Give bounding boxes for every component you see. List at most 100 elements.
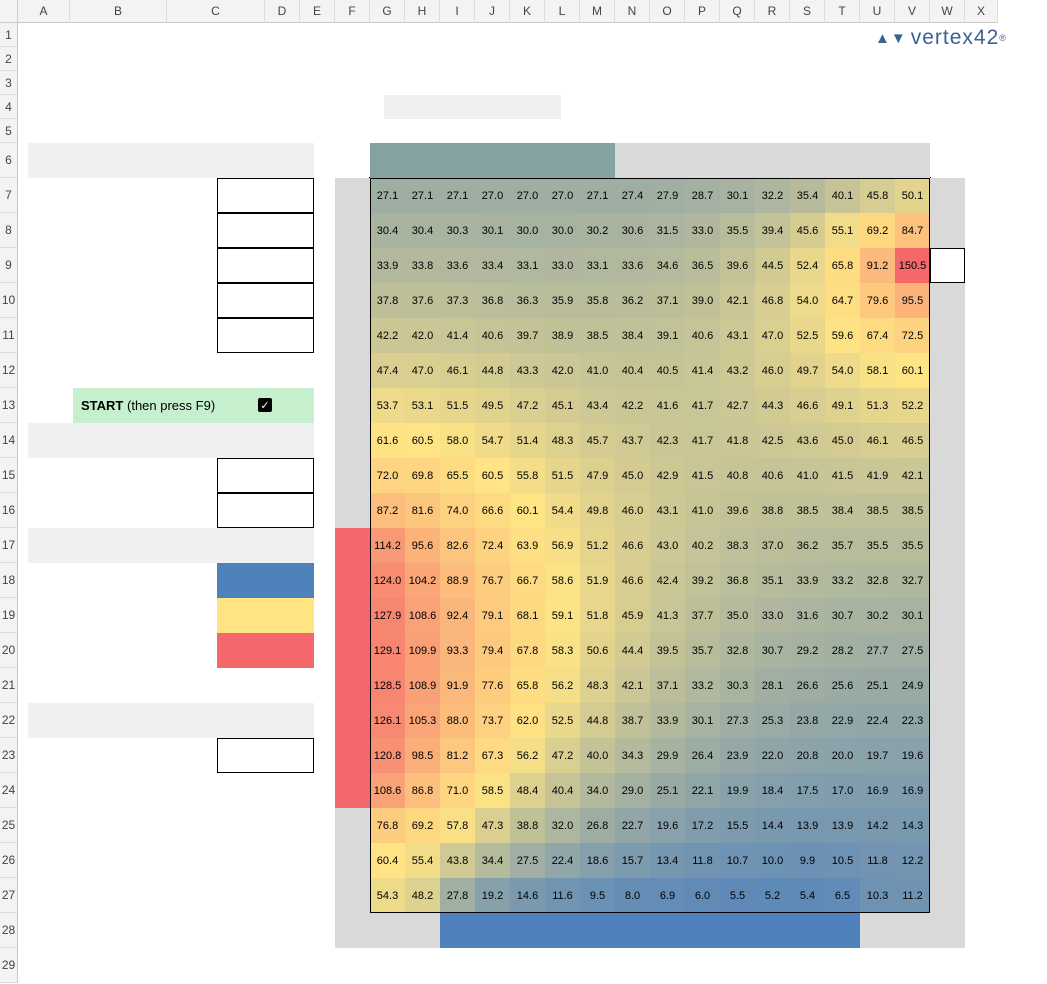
temperature-cell[interactable]: 44.4	[615, 633, 650, 668]
temperature-cell[interactable]: 33.0	[755, 598, 790, 633]
temperature-cell[interactable]: 49.5	[475, 388, 510, 423]
temperature-cell[interactable]: 27.0	[545, 178, 580, 213]
temperature-cell[interactable]: 33.1	[580, 248, 615, 283]
temperature-cell[interactable]: 31.5	[650, 213, 685, 248]
temperature-cell[interactable]: 66.6	[475, 493, 510, 528]
row-header[interactable]: 9	[0, 248, 18, 283]
temperature-cell[interactable]: 35.7	[825, 528, 860, 563]
temperature-cell[interactable]: 22.9	[825, 703, 860, 738]
temperature-cell[interactable]: 60.1	[895, 353, 930, 388]
temperature-cell[interactable]: 13.9	[790, 808, 825, 843]
temperature-cell[interactable]: 6.0	[685, 878, 720, 913]
boundary-input[interactable]	[217, 283, 314, 318]
temperature-cell[interactable]: 20.8	[790, 738, 825, 773]
temperature-cell[interactable]: 49.8	[580, 493, 615, 528]
column-header[interactable]: N	[615, 0, 650, 23]
temperature-cell[interactable]: 6.5	[825, 878, 860, 913]
temperature-cell[interactable]: 95.5	[895, 283, 930, 318]
row-header[interactable]: 2	[0, 47, 18, 71]
right-boundary-cell[interactable]	[930, 633, 965, 668]
temperature-cell[interactable]: 108.6	[370, 773, 405, 808]
temperature-cell[interactable]: 59.1	[545, 598, 580, 633]
temperature-cell[interactable]: 43.6	[790, 423, 825, 458]
temperature-cell[interactable]: 35.8	[580, 283, 615, 318]
column-header[interactable]: C	[167, 0, 265, 23]
temperature-cell[interactable]: 52.4	[790, 248, 825, 283]
temperature-cell[interactable]: 56.2	[545, 668, 580, 703]
temperature-cell[interactable]: 55.8	[510, 458, 545, 493]
temperature-cell[interactable]: 46.6	[790, 388, 825, 423]
temperature-cell[interactable]: 54.7	[475, 423, 510, 458]
temperature-cell[interactable]: 39.1	[650, 318, 685, 353]
temperature-cell[interactable]: 52.5	[790, 318, 825, 353]
row-header[interactable]: 19	[0, 598, 18, 633]
bottom-boundary-cell[interactable]	[825, 913, 860, 948]
row-header[interactable]: 14	[0, 423, 18, 458]
temperature-cell[interactable]: 41.7	[685, 388, 720, 423]
temperature-cell[interactable]: 71.0	[440, 773, 475, 808]
temperature-cell[interactable]: 91.9	[440, 668, 475, 703]
temperature-cell[interactable]: 39.6	[720, 248, 755, 283]
temperature-cell[interactable]: 128.5	[370, 668, 405, 703]
temperature-cell[interactable]: 23.8	[790, 703, 825, 738]
temperature-cell[interactable]: 11.6	[545, 878, 580, 913]
temperature-cell[interactable]: 26.4	[685, 738, 720, 773]
temperature-cell[interactable]: 37.3	[440, 283, 475, 318]
temperature-cell[interactable]: 109.9	[405, 633, 440, 668]
temperature-cell[interactable]: 19.6	[650, 808, 685, 843]
bottom-boundary-cell[interactable]	[475, 913, 510, 948]
temperature-cell[interactable]: 54.4	[545, 493, 580, 528]
temperature-cell[interactable]: 40.4	[545, 773, 580, 808]
temperature-cell[interactable]: 61.6	[370, 423, 405, 458]
temperature-cell[interactable]: 55.1	[825, 213, 860, 248]
bottom-boundary-cell[interactable]	[580, 913, 615, 948]
row-header[interactable]: 1	[0, 23, 18, 47]
temperature-cell[interactable]: 46.0	[615, 493, 650, 528]
row-header[interactable]: 18	[0, 563, 18, 598]
temperature-cell[interactable]: 41.3	[650, 598, 685, 633]
right-boundary-cell[interactable]	[930, 388, 965, 423]
temperature-cell[interactable]: 51.5	[440, 388, 475, 423]
left-boundary-cell[interactable]	[335, 213, 370, 248]
temperature-cell[interactable]: 60.4	[370, 843, 405, 878]
temperature-cell[interactable]: 35.7	[685, 633, 720, 668]
temperature-cell[interactable]: 66.7	[510, 563, 545, 598]
temperature-cell[interactable]: 27.1	[440, 178, 475, 213]
temperature-cell[interactable]: 46.1	[440, 353, 475, 388]
column-header[interactable]: B	[70, 0, 167, 23]
top-boundary-cell[interactable]	[440, 143, 475, 178]
bottom-boundary-cell[interactable]	[790, 913, 825, 948]
temperature-cell[interactable]: 46.8	[755, 283, 790, 318]
temperature-cell[interactable]: 45.9	[615, 598, 650, 633]
temperature-cell[interactable]: 27.9	[650, 178, 685, 213]
temperature-cell[interactable]: 38.8	[510, 808, 545, 843]
temperature-cell[interactable]: 56.9	[545, 528, 580, 563]
temperature-cell[interactable]: 105.3	[405, 703, 440, 738]
temperature-cell[interactable]: 54.0	[825, 353, 860, 388]
temperature-cell[interactable]: 42.1	[895, 458, 930, 493]
temperature-cell[interactable]: 28.7	[685, 178, 720, 213]
temperature-cell[interactable]: 22.4	[860, 703, 895, 738]
temperature-cell[interactable]: 38.5	[790, 493, 825, 528]
temperature-cell[interactable]: 37.1	[650, 283, 685, 318]
row-header[interactable]: 10	[0, 283, 18, 318]
temperature-cell[interactable]: 46.5	[895, 423, 930, 458]
temperature-cell[interactable]: 77.6	[475, 668, 510, 703]
temperature-cell[interactable]: 67.3	[475, 738, 510, 773]
row-header[interactable]: 29	[0, 948, 18, 983]
temperature-cell[interactable]: 48.3	[580, 668, 615, 703]
row-header[interactable]: 22	[0, 703, 18, 738]
temperature-cell[interactable]: 69.2	[405, 808, 440, 843]
row-header[interactable]: 20	[0, 633, 18, 668]
temperature-cell[interactable]: 98.5	[405, 738, 440, 773]
temperature-cell[interactable]: 23.9	[720, 738, 755, 773]
temperature-cell[interactable]: 22.0	[755, 738, 790, 773]
row-header[interactable]: 21	[0, 668, 18, 703]
temperature-cell[interactable]: 150.5	[895, 248, 930, 283]
column-header[interactable]: A	[18, 0, 70, 23]
temperature-cell[interactable]: 11.8	[685, 843, 720, 878]
right-boundary-cell[interactable]	[930, 843, 965, 878]
column-header[interactable]: M	[580, 0, 615, 23]
temperature-cell[interactable]: 88.9	[440, 563, 475, 598]
column-header[interactable]: P	[685, 0, 720, 23]
